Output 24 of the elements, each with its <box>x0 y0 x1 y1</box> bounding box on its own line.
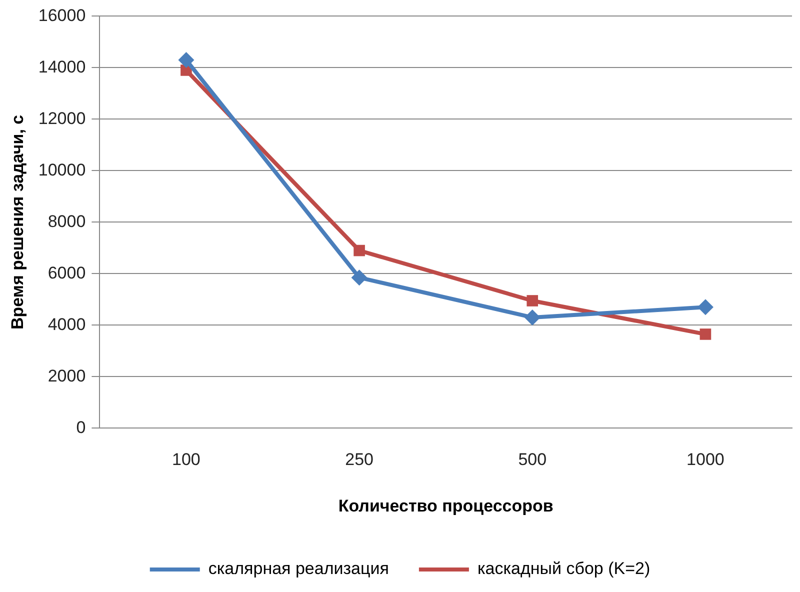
x-tick-label: 100 <box>172 450 200 470</box>
point <box>697 299 714 316</box>
y-axis-title: Время решения задачи, с <box>8 114 27 330</box>
x-tick-label: 250 <box>345 450 374 470</box>
x-axis-title: Количество процессоров <box>338 496 554 516</box>
x-tick-label: 1000 <box>686 450 724 470</box>
y-tick-label: 12000 <box>38 108 86 128</box>
point <box>526 295 538 306</box>
legend-label: скалярная реализация <box>208 559 389 578</box>
legend-label: каскадный сбор (K=2) <box>477 559 650 578</box>
x-tick-label: 500 <box>518 450 547 470</box>
point <box>351 270 368 286</box>
y-tick-label: 10000 <box>38 160 86 180</box>
y-tick-label: 8000 <box>48 212 86 231</box>
y-tick-label: 16000 <box>38 6 86 25</box>
y-tick-label: 6000 <box>48 263 86 282</box>
point <box>700 328 712 340</box>
point <box>524 309 540 326</box>
y-tick-label: 4000 <box>48 314 86 334</box>
y-tick-label: 0 <box>76 418 86 437</box>
y-tick-label: 14000 <box>38 57 86 76</box>
y-tick-label: 2000 <box>48 366 86 386</box>
point <box>178 52 194 68</box>
point <box>354 244 365 256</box>
